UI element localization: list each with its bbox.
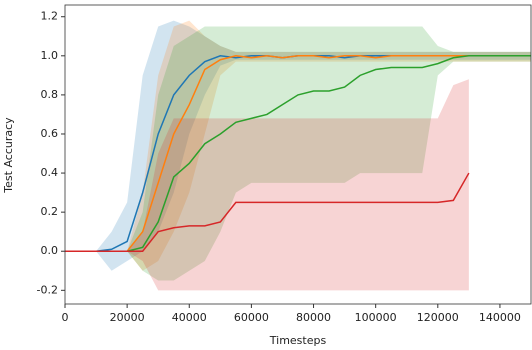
y-tick-label: 0.2 (41, 205, 59, 218)
x-tick-label: 40000 (172, 311, 207, 324)
confidence-band (65, 20, 531, 271)
x-tick-label: 120000 (417, 311, 459, 324)
confidence-band (65, 79, 469, 291)
y-tick-label: 0.4 (41, 166, 59, 179)
y-tick-label: 0.8 (41, 88, 59, 101)
series-line (65, 55, 531, 252)
confidence-band (65, 20, 531, 271)
y-tick-label: 0.0 (41, 244, 59, 257)
series-line (65, 172, 470, 252)
y-tick-label: 0.6 (41, 127, 59, 140)
plot-frame (64, 4, 532, 305)
confidence-band (65, 26, 531, 281)
y-axis-label: Test Accuracy (2, 117, 15, 194)
y-tick-label: 1.2 (41, 10, 59, 23)
x-tick-label: 60000 (234, 311, 269, 324)
x-tick-label: 0 (62, 311, 69, 324)
x-tick-label: 80000 (296, 311, 331, 324)
x-axis-label: Timesteps (269, 334, 327, 347)
x-tick-label: 140000 (479, 311, 521, 324)
y-tick-label: -0.2 (37, 283, 58, 296)
x-tick-label: 100000 (355, 311, 397, 324)
y-tick-label: 1.0 (41, 49, 59, 62)
series-line (65, 55, 531, 252)
x-tick-label: 20000 (110, 311, 145, 324)
